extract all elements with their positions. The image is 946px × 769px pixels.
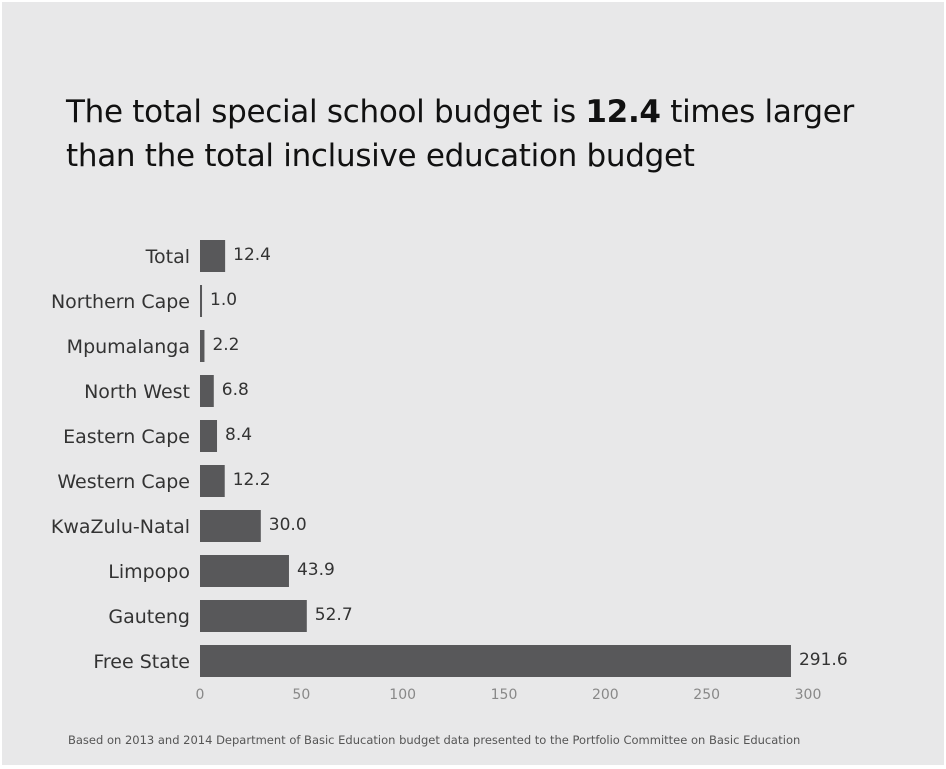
- data-label: 12.4: [233, 245, 271, 265]
- bar: [200, 555, 289, 587]
- bar: [200, 465, 225, 497]
- category-label: Northern Cape: [51, 291, 190, 313]
- data-label: 30.0: [269, 515, 307, 535]
- data-label: 8.4: [225, 425, 252, 445]
- category-label: Eastern Cape: [63, 426, 190, 448]
- bar: [200, 330, 205, 362]
- x-tick-label: 150: [491, 687, 518, 703]
- category-label: Total: [145, 246, 190, 268]
- bar: [200, 420, 218, 452]
- data-label: 43.9: [297, 560, 335, 580]
- title-highlight: 12.4: [585, 94, 661, 130]
- chart-title: The total special school budget is 12.4 …: [66, 90, 926, 178]
- data-label: 2.2: [212, 335, 239, 355]
- category-label: Free State: [93, 651, 190, 673]
- category-label: Gauteng: [108, 606, 190, 628]
- category-label: Western Cape: [57, 471, 190, 493]
- data-label: 52.7: [315, 605, 353, 625]
- bar: [200, 240, 226, 272]
- x-tick-label: 50: [292, 687, 310, 703]
- title-text: The total special school budget is: [66, 94, 586, 130]
- data-label: 1.0: [210, 290, 237, 310]
- bar: [200, 645, 791, 677]
- category-label: North West: [84, 381, 190, 403]
- x-tick-label: 300: [795, 687, 822, 703]
- data-label: 291.6: [799, 650, 848, 670]
- bar: [200, 375, 214, 407]
- data-label: 12.2: [233, 470, 271, 490]
- bar: [200, 510, 261, 542]
- category-label: Mpumalanga: [67, 336, 190, 358]
- data-label: 6.8: [222, 380, 249, 400]
- title-text-end: times larger than the total inclusive ed…: [66, 94, 855, 174]
- x-tick-label: 0: [196, 687, 205, 703]
- bar: [200, 285, 203, 317]
- category-label: Limpopo: [108, 561, 190, 583]
- x-tick-label: 100: [389, 687, 416, 703]
- bar: [200, 600, 307, 632]
- category-label: KwaZulu-Natal: [51, 516, 190, 538]
- source-note: Based on 2013 and 2014 Department of Bas…: [68, 733, 801, 747]
- x-tick-label: 250: [693, 687, 720, 703]
- x-tick-label: 200: [592, 687, 619, 703]
